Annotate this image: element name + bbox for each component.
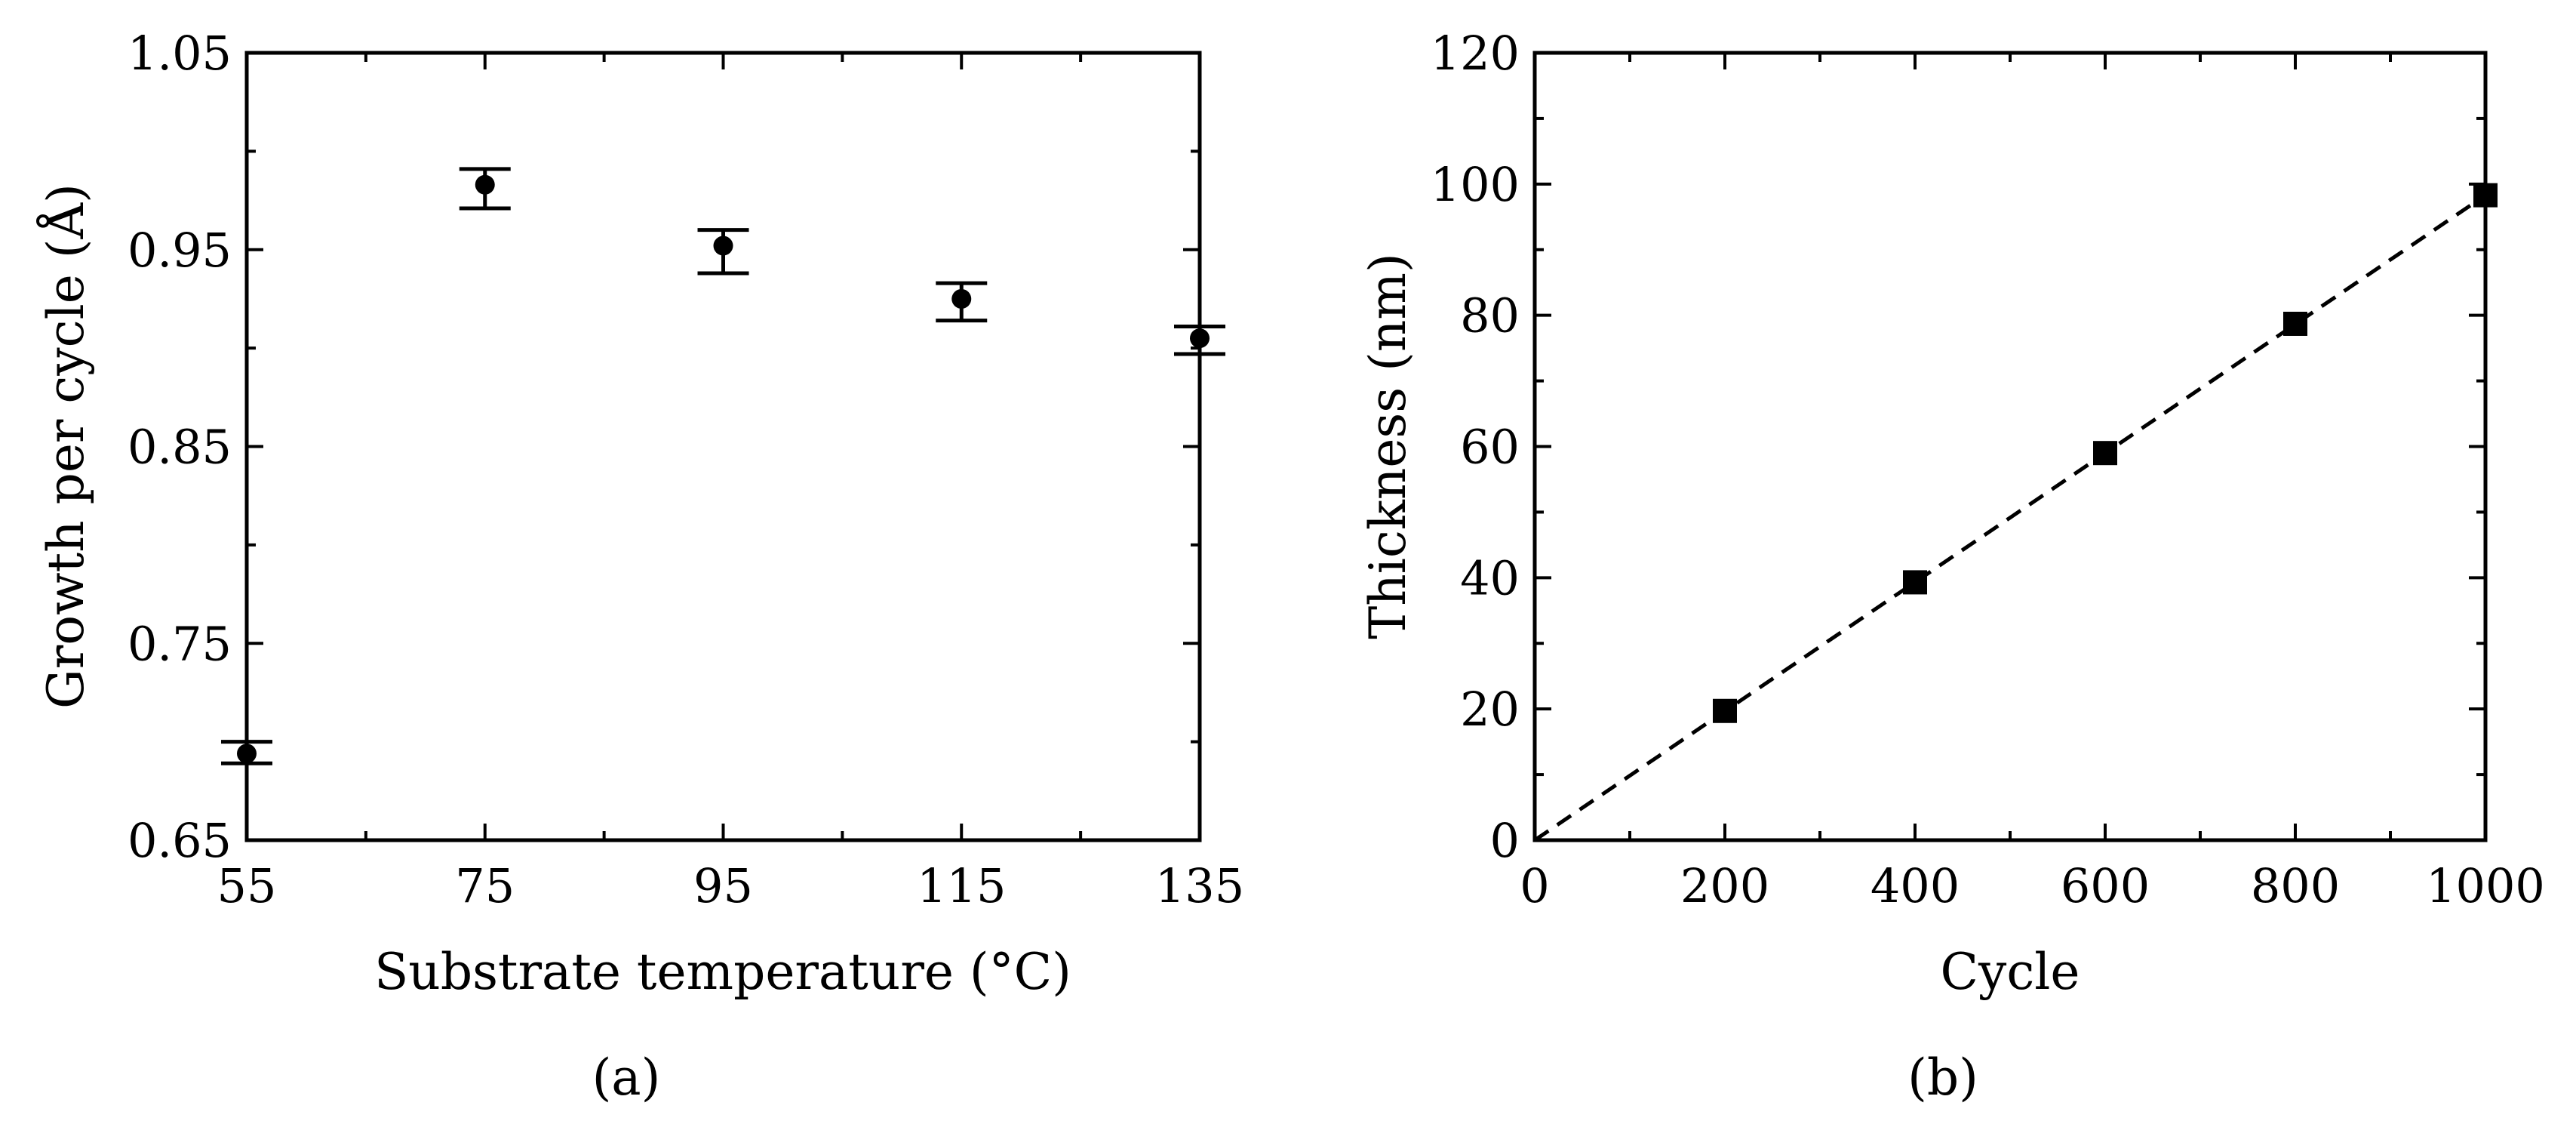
panel-b-y-tick-label: 80	[1460, 288, 1520, 343]
panel-a-data-point	[237, 744, 257, 764]
panel-a-x-tick-label: 115	[917, 858, 1006, 913]
panel-b-x-tick-label: 200	[1680, 858, 1769, 913]
panel-a-x-axis-title: Substrate temperature (°C)	[374, 943, 1071, 1001]
panel-a-y-tick-label: 0.75	[128, 616, 232, 671]
panel-b-plot-frame	[1532, 51, 2488, 842]
panel-b-y-ticks: 0 20 40 60 80 100 120	[1431, 26, 2485, 868]
panel-a-y-ticks: 0.65 0.75 0.85 0.95 1.05	[128, 26, 1200, 868]
panel-a-data-point	[713, 236, 733, 256]
panel-a-data-marks	[221, 167, 1225, 765]
panel-b-data-point	[2473, 183, 2498, 208]
panel-b-label: (b)	[1907, 1049, 1978, 1107]
panel-b-x-tick-label: 0	[1520, 858, 1549, 913]
panel-b-y-tick-label: 0	[1490, 813, 1520, 868]
panel-a-y-tick-label: 0.85	[128, 420, 232, 475]
panel-a-y-tick-label: 0.65	[128, 813, 232, 868]
panel-b-y-axis-title: Thickness (nm)	[1359, 253, 1417, 639]
panel-b-x-tick-label: 600	[2061, 858, 2150, 913]
panel-a-label: (a)	[592, 1049, 661, 1107]
panel-a-x-ticks: 55 75 95 115 135	[217, 53, 1244, 913]
panel-b-y-tick-label: 40	[1460, 550, 1520, 605]
panel-a-data-point	[951, 288, 972, 309]
panel-b-data-point	[2283, 311, 2307, 336]
panel-a-plot-frame	[244, 51, 1202, 842]
panel-a-chart: 0.65 0.75 0.85 0.95 1.05 55 75 95 115 135 Substr…	[37, 26, 1244, 1107]
panel-a-x-tick-label: 75	[455, 858, 515, 913]
panel-b-y-tick-label: 120	[1431, 26, 1520, 81]
panel-a-x-tick-label: 95	[693, 858, 753, 913]
panel-b-y-tick-label: 20	[1460, 682, 1520, 737]
panel-b-x-ticks: 0 200 400 600 800 1000	[1520, 53, 2545, 913]
panel-b-x-axis-title: Cycle	[1941, 943, 2080, 1001]
panel-b-data-marks	[1533, 183, 2498, 842]
panel-b-data-point	[1713, 698, 1737, 723]
panel-b-x-tick-label: 400	[1871, 858, 1960, 913]
panel-a-y-tick-label: 0.95	[128, 223, 232, 278]
panel-b-fit-line	[1533, 193, 2487, 842]
panel-b-x-tick-label: 1000	[2426, 858, 2545, 913]
panel-a-data-point	[1190, 328, 1210, 349]
panel-b-data-point	[1903, 570, 1927, 595]
panel-a-data-point	[475, 174, 495, 195]
panel-a-x-tick-label: 135	[1155, 858, 1244, 913]
panel-b-x-tick-label: 800	[2251, 858, 2340, 913]
panel-a-y-axis-title: Growth per cycle (Å)	[37, 183, 95, 709]
panel-b-y-tick-label: 60	[1460, 420, 1520, 475]
panel-b-y-tick-label: 100	[1431, 157, 1520, 212]
panel-a-y-tick-label: 1.05	[128, 26, 232, 81]
panel-a-x-tick-label: 55	[217, 858, 277, 913]
panel-b-data-point	[2093, 441, 2117, 466]
